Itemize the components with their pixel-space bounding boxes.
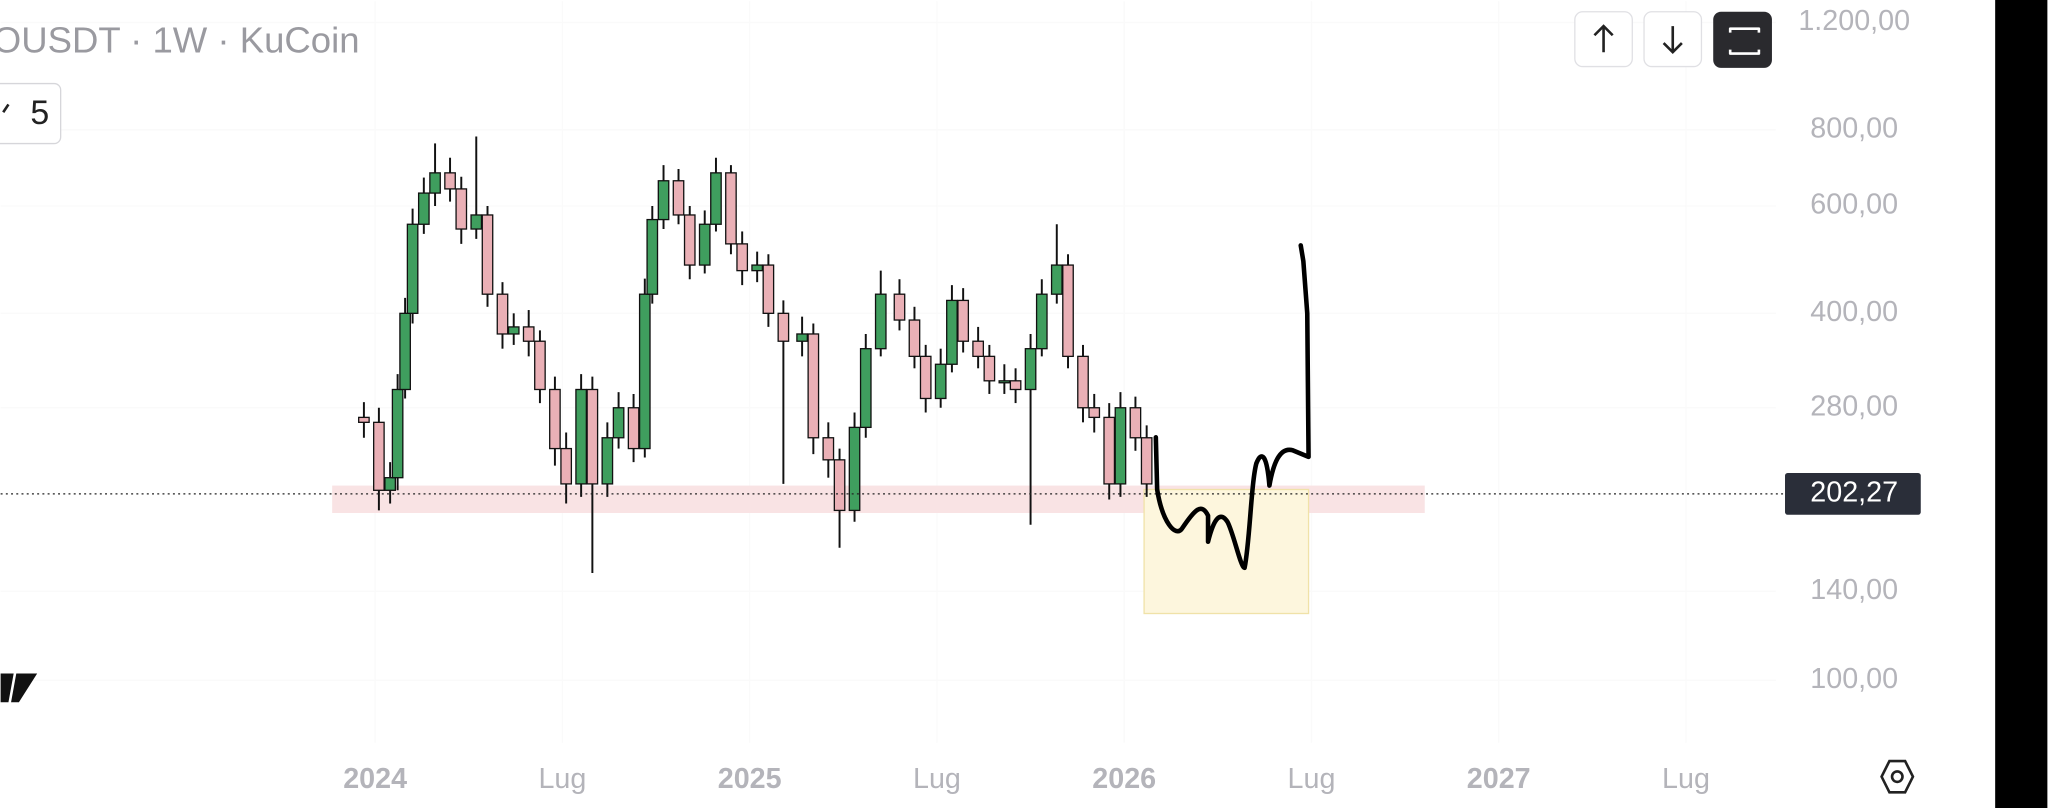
- candle-body: [657, 180, 670, 221]
- fullscreen-button[interactable]: [1713, 11, 1772, 68]
- candle-body: [612, 407, 625, 439]
- x-tick-label: Lug: [913, 763, 961, 795]
- candle-body: [859, 348, 872, 429]
- candle-body: [522, 326, 535, 342]
- candle-body: [893, 293, 906, 321]
- candle-body: [1114, 407, 1127, 485]
- arrow-down-icon: [1662, 26, 1683, 55]
- y-tick-label: 800,00: [1810, 112, 1898, 144]
- candle-body: [549, 388, 561, 450]
- candle-body: [1062, 264, 1074, 358]
- x-tick-label: 2027: [1467, 763, 1531, 795]
- y-tick-label: 280,00: [1810, 390, 1898, 422]
- y-tick-label: 600,00: [1810, 189, 1898, 221]
- candle-body: [1140, 437, 1153, 485]
- arrow-up-icon: [1593, 24, 1614, 53]
- candle-body: [417, 192, 430, 225]
- x-tick-label: 2025: [718, 763, 782, 795]
- candle-body: [1103, 416, 1116, 485]
- x-tick-label: 2024: [343, 763, 407, 795]
- candle-body: [1050, 264, 1063, 295]
- candle-body: [777, 312, 790, 342]
- candle-body: [429, 172, 441, 194]
- candle-body: [908, 319, 921, 358]
- candle-body: [762, 264, 775, 314]
- candle-body: [1088, 407, 1101, 419]
- side-strip: [1995, 0, 2048, 808]
- candle-body: [998, 380, 1011, 384]
- x-tick-label: 2026: [1092, 763, 1156, 795]
- candle-body: [507, 326, 520, 335]
- candle-body: [751, 264, 764, 272]
- candle-body: [373, 421, 385, 491]
- indicator-box[interactable]: [0, 82, 62, 145]
- x-tick-label: Lug: [1662, 763, 1710, 795]
- candle-body: [384, 477, 397, 491]
- candle-body: [710, 172, 722, 225]
- candle-body: [534, 340, 546, 391]
- candle-body: [1024, 348, 1037, 391]
- candle-body: [934, 363, 947, 400]
- candle-body: [470, 214, 483, 230]
- y-tick-label: 100,00: [1810, 663, 1898, 695]
- candle-body: [496, 293, 509, 335]
- candle-body: [560, 447, 573, 485]
- candle-body: [972, 340, 985, 358]
- last-price-tag: [1785, 472, 1921, 515]
- candle-body: [646, 218, 659, 295]
- candle-body: [725, 172, 737, 245]
- target-box: [1143, 488, 1310, 615]
- settings-icon[interactable]: [1880, 759, 1915, 794]
- candle-body: [1129, 407, 1142, 439]
- x-tick-label: Lug: [1288, 763, 1336, 795]
- background: [0, 0, 1996, 808]
- candle-body: [627, 407, 640, 450]
- candle-body: [638, 293, 651, 450]
- logo: [0, 673, 38, 703]
- candle-body: [672, 180, 685, 216]
- candle-body: [444, 172, 456, 190]
- candle-body: [919, 355, 932, 400]
- candle-body: [796, 333, 808, 342]
- candle-body: [822, 437, 835, 461]
- indicator-icon: [2, 103, 10, 113]
- candle-body: [833, 459, 846, 512]
- settings-icon-center: [1890, 770, 1904, 784]
- candle-body: [683, 214, 696, 266]
- candle-body: [698, 223, 711, 266]
- candle-body: [575, 388, 588, 485]
- y-tick-label: 1.200,00: [1798, 5, 1910, 37]
- candle-body: [586, 388, 599, 485]
- candles: [358, 136, 1153, 573]
- y-tick-label: 140,00: [1810, 574, 1898, 606]
- candle-body: [807, 333, 820, 439]
- candle-body: [406, 223, 419, 314]
- chart-title: OUSDT · 1W · KuCoin: [0, 20, 360, 61]
- candle-body: [874, 293, 887, 350]
- candle-body: [481, 214, 494, 295]
- candle-body: [1035, 293, 1048, 350]
- candle-body: [391, 388, 404, 479]
- hand-drawing: [1153, 243, 1311, 571]
- indicator-value: 5: [30, 94, 49, 132]
- candle-body: [946, 299, 958, 365]
- candle-body: [1077, 355, 1089, 409]
- x-tick-label: Lug: [538, 763, 586, 795]
- candle-body: [399, 312, 411, 391]
- candle-body: [736, 243, 749, 272]
- candle-body: [601, 437, 614, 485]
- y-tick-label: 400,00: [1810, 296, 1898, 328]
- last-price-label: 202,27: [1810, 476, 1898, 508]
- fullscreen-icon: [1728, 27, 1761, 55]
- candle-body: [957, 299, 970, 342]
- candle-body: [983, 355, 996, 382]
- candle-body: [848, 426, 861, 512]
- candle-body: [1009, 380, 1022, 391]
- candle-body: [358, 416, 370, 423]
- candle-body: [455, 188, 468, 230]
